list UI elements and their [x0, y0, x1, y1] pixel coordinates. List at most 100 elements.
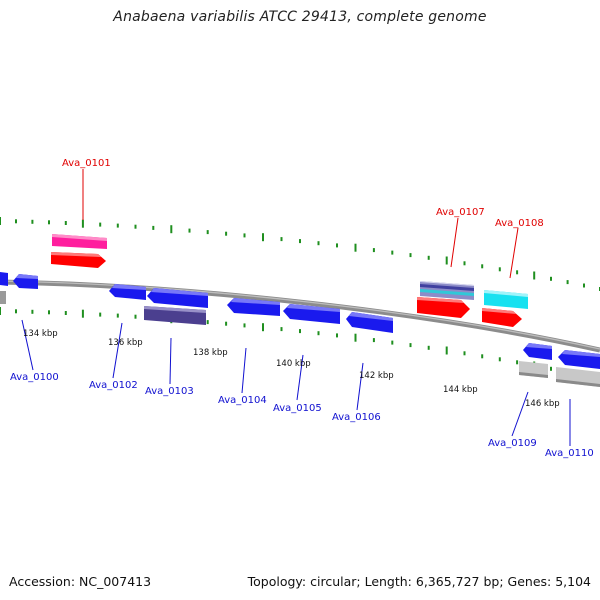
- kbp-label-140: 140 kbp: [276, 359, 311, 369]
- inner-tick: [15, 309, 17, 314]
- outer-tick: [391, 250, 394, 255]
- inner-tick: [225, 321, 228, 326]
- gene-label-ava-0102[interactable]: Ava_0102: [89, 380, 138, 391]
- gene-label-ava-0101[interactable]: Ava_0101: [62, 158, 111, 169]
- outer-tick: [0, 217, 1, 225]
- outer-tick: [445, 256, 448, 265]
- inner-tick: [409, 343, 412, 348]
- outer-tick: [170, 225, 173, 234]
- reverse-gene-ava-0109[interactable]: [519, 361, 548, 378]
- inner-tick: [498, 357, 501, 362]
- connector-ava-0104: [241, 347, 247, 394]
- inner-tick: [299, 329, 301, 334]
- outer-tick: [516, 270, 519, 275]
- outer-tick: [262, 233, 264, 242]
- genome-backbone-highlight: [0, 280, 600, 350]
- gene-label-ava-0105[interactable]: Ava_0105: [273, 403, 322, 414]
- outer-tick: [116, 223, 119, 228]
- reverse-gene-grey-left[interactable]: [0, 291, 6, 304]
- inner-tick: [550, 366, 552, 371]
- connector-ava-0109: [511, 391, 529, 437]
- genome-title: Anabaena variabilis ATCC 29413, complete…: [113, 9, 487, 25]
- reverse-gene-ava-0105[interactable]: [283, 304, 340, 324]
- outer-tick: [550, 276, 552, 281]
- reverse-gene-ava-0102[interactable]: [109, 284, 146, 300]
- outer-tick: [99, 222, 102, 227]
- inner-tick: [463, 351, 466, 356]
- inner-tick: [116, 313, 119, 318]
- forward-gene-red-c[interactable]: [482, 308, 522, 327]
- connector-ava-0106: [356, 362, 364, 411]
- gene-label-ava-0109[interactable]: Ava_0109: [488, 438, 537, 449]
- forward-gene-ava-0101[interactable]: [52, 234, 107, 249]
- connector-ava-0105: [296, 354, 304, 401]
- outer-tick: [583, 283, 585, 288]
- reverse-gene-ava-0104[interactable]: [227, 298, 280, 316]
- forward-gene-ava-0107[interactable]: [420, 281, 474, 300]
- inner-tick: [372, 338, 375, 343]
- reverse-gene-ava-0110-blue[interactable]: [558, 350, 600, 369]
- inner-tick: [354, 333, 357, 342]
- inner-tick: [64, 311, 67, 315]
- outer-tick: [15, 219, 17, 224]
- kbp-label-136: 136 kbp: [108, 338, 143, 348]
- reverse-gene-ava-0109-blue[interactable]: [523, 343, 552, 360]
- outer-tick: [566, 280, 569, 285]
- connector-ava-0103: [169, 337, 172, 385]
- inner-tick: [0, 307, 1, 315]
- connector-ava-0100: [21, 319, 34, 371]
- outer-tick: [498, 267, 501, 272]
- reverse-gene-ava-0100-a[interactable]: [0, 272, 8, 286]
- reverse-gene-ava-0100-b[interactable]: [13, 274, 38, 289]
- inner-tick: [243, 323, 246, 328]
- outer-tick: [225, 231, 228, 236]
- outer-tick: [64, 221, 67, 225]
- outer-tick: [81, 219, 84, 228]
- outer-tick: [463, 261, 466, 266]
- outer-tick: [533, 271, 536, 280]
- gene-label-ava-0110[interactable]: Ava_0110: [545, 448, 594, 459]
- outer-tick: [372, 248, 375, 253]
- genome-backbone: [0, 279, 600, 353]
- inner-tick: [427, 345, 430, 350]
- inner-tick: [31, 309, 34, 314]
- outer-tick: [188, 228, 191, 233]
- outer-tick: [409, 253, 412, 258]
- kbp-label-138: 138 kbp: [193, 348, 228, 358]
- reverse-gene-ava-0106[interactable]: [346, 312, 393, 333]
- inner-tick: [445, 346, 448, 355]
- forward-gene-red-a[interactable]: [51, 252, 106, 268]
- kbp-label-134: 134 kbp: [23, 329, 58, 339]
- gene-label-ava-0104[interactable]: Ava_0104: [218, 395, 267, 406]
- outer-tick: [354, 243, 357, 252]
- inner-tick: [280, 327, 283, 332]
- connector-ava-0108: [509, 227, 519, 279]
- inner-tick: [336, 333, 338, 338]
- outer-tick: [317, 241, 320, 246]
- connector-ava-0102: [112, 322, 123, 379]
- gene-label-ava-0108[interactable]: Ava_0108: [495, 218, 544, 229]
- outer-tick: [152, 225, 155, 230]
- genome-summary: Topology: circular; Length: 6,365,727 bp…: [247, 574, 591, 589]
- inner-tick: [48, 310, 50, 315]
- forward-gene-red-b[interactable]: [417, 297, 470, 318]
- kbp-label-142: 142 kbp: [359, 371, 394, 381]
- gene-label-ava-0107[interactable]: Ava_0107: [436, 207, 485, 218]
- outer-tick: [336, 243, 338, 248]
- gene-label-ava-0103[interactable]: Ava_0103: [145, 386, 194, 397]
- reverse-gene-ava-0110[interactable]: [556, 367, 600, 387]
- kbp-label-144: 144 kbp: [443, 385, 478, 395]
- outer-tick: [31, 219, 34, 224]
- outer-tick: [280, 237, 283, 242]
- gene-label-ava-0100[interactable]: Ava_0100: [10, 372, 59, 383]
- outer-tick: [481, 264, 484, 269]
- outer-tick: [48, 220, 50, 225]
- reverse-gene-ava-0102b[interactable]: [147, 288, 208, 308]
- inner-tick: [317, 331, 320, 336]
- forward-gene-ava-0108[interactable]: [484, 290, 528, 309]
- gene-label-ava-0106[interactable]: Ava_0106: [332, 412, 381, 423]
- reverse-gene-ava-0103[interactable]: [144, 306, 206, 325]
- connector-ava-0107: [450, 217, 459, 268]
